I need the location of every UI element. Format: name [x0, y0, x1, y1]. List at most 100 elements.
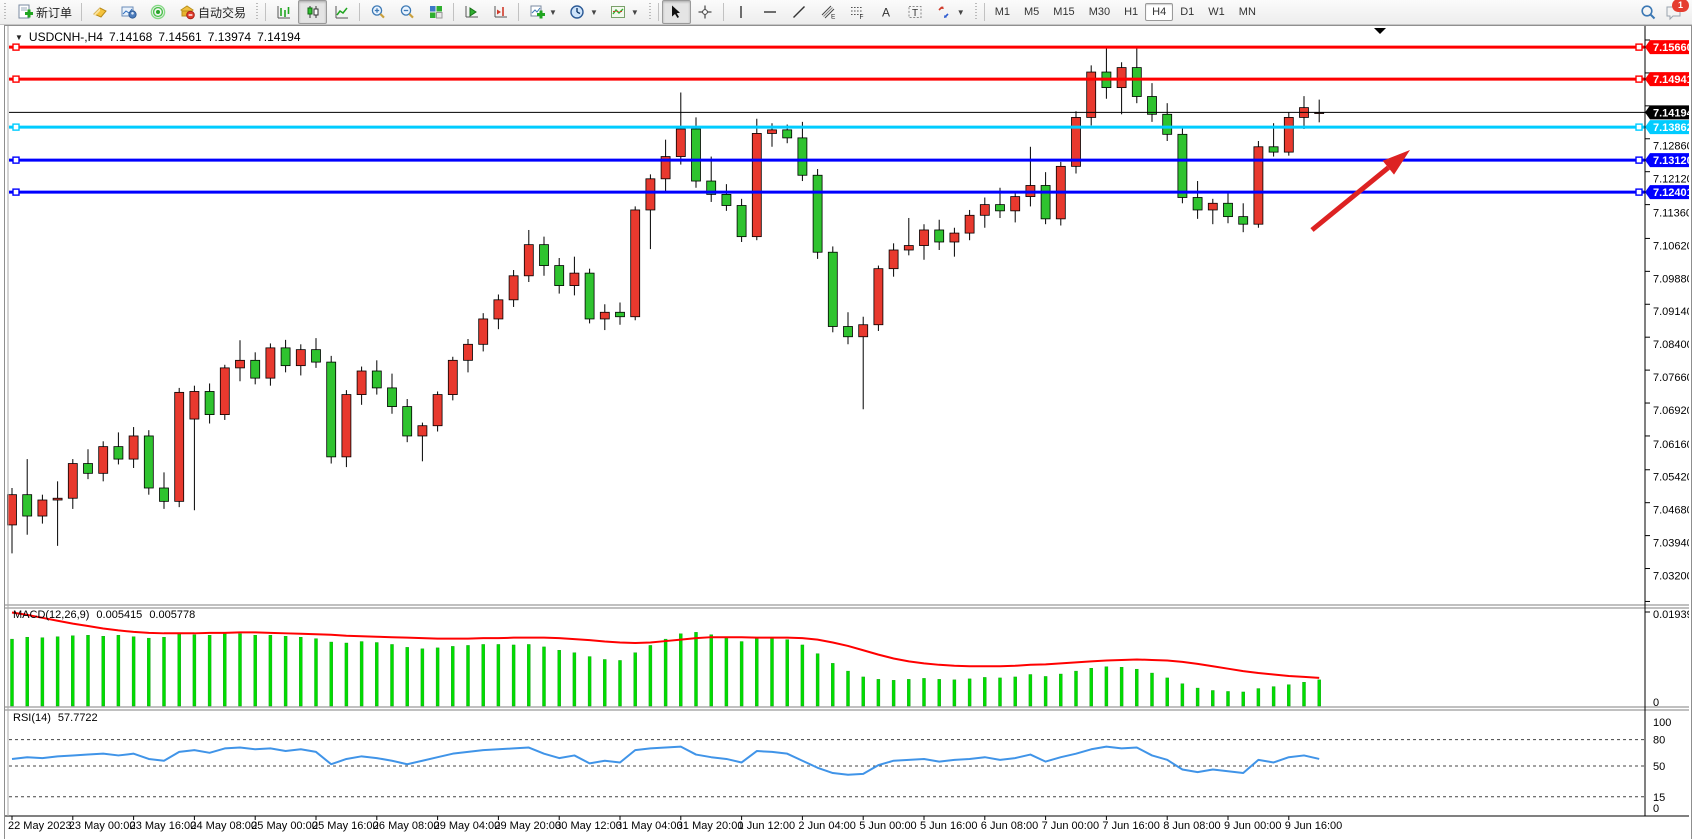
macd-histogram-bar	[1150, 672, 1154, 707]
line-handle[interactable]	[1635, 188, 1643, 196]
periods-button[interactable]: ▼	[563, 0, 604, 24]
candle-bullish	[219, 367, 230, 415]
timeframe-mn-button[interactable]: MN	[1238, 5, 1256, 18]
candle-bullish	[67, 463, 78, 499]
timeframe-h4-button[interactable]: H4	[1145, 2, 1174, 21]
signals-button[interactable]	[143, 0, 172, 24]
text-tool-button[interactable]: A	[872, 0, 901, 24]
candle-bullish	[478, 318, 489, 345]
scroll-anchor-icon[interactable]	[1374, 28, 1386, 34]
price-tick-label: 7.08400	[1653, 339, 1689, 351]
macd-histogram-bar	[785, 639, 789, 707]
price-chart-canvas[interactable]: 7.158207.150807.143407.136007.128607.121…	[5, 26, 1689, 837]
bar-chart-button[interactable]	[269, 0, 298, 24]
macd-histogram-bar	[223, 633, 227, 707]
timeframe-w1-button[interactable]: W1	[1208, 5, 1225, 18]
clock-icon	[569, 4, 586, 21]
svg-text:F: F	[860, 14, 864, 20]
chat-icon[interactable]: 1	[1665, 0, 1689, 21]
line-handle[interactable]	[12, 156, 20, 164]
macd-histogram-bar	[131, 636, 136, 707]
channel-tool-button[interactable]: E	[814, 0, 843, 24]
candlestick-chart-icon	[304, 4, 321, 21]
indicators-icon	[610, 4, 627, 21]
crosshair-tool-button[interactable]	[691, 0, 720, 24]
price-tick-label: 7.12120	[1653, 174, 1689, 186]
text-label-tool-button[interactable]: T	[901, 0, 930, 24]
macd-histogram-bar	[101, 636, 105, 707]
line-handle[interactable]	[1635, 156, 1643, 164]
indicators-button[interactable]: ▼	[604, 0, 645, 24]
collapse-arrow-icon[interactable]: ▼	[15, 32, 23, 42]
price-line-label	[1645, 40, 1689, 55]
quotes-button[interactable]	[85, 0, 114, 24]
trend-arrow-shaft[interactable]	[1310, 165, 1390, 232]
macd-histogram-bar	[405, 647, 409, 707]
trendline-tool-button[interactable]	[785, 0, 814, 24]
cursor-tool-button[interactable]	[661, 0, 691, 24]
zoom-in-button[interactable]	[363, 0, 392, 24]
candle-bullish	[7, 494, 17, 526]
toolbar-grip[interactable]	[646, 3, 653, 21]
timeframe-m30-button[interactable]: M30	[1088, 5, 1111, 18]
time-tick-label: 22 May 2023	[8, 820, 72, 832]
candle-bearish	[539, 244, 549, 266]
new-chart-button[interactable]: ▼	[522, 0, 563, 24]
candle-bullish	[645, 178, 656, 211]
timeframe-group: M1 M5 M15 M30 H1 H4 D1 W1 MN	[988, 2, 1263, 21]
horizontal-line-tool-button[interactable]	[756, 0, 785, 24]
macd-histogram-bar	[207, 635, 212, 707]
search-icon[interactable]	[1640, 4, 1657, 21]
timeframe-m5-button[interactable]: M5	[1024, 5, 1040, 18]
line-handle[interactable]	[12, 43, 20, 51]
macd-histogram-bar	[770, 637, 774, 707]
auto-trading-button[interactable]: 自动交易	[172, 0, 252, 24]
auto-scroll-button[interactable]	[457, 0, 486, 24]
ohlc-high: 7.14561	[158, 30, 202, 44]
zoom-out-button[interactable]	[392, 0, 421, 24]
line-handle[interactable]	[1635, 123, 1643, 131]
line-handle[interactable]	[12, 123, 20, 131]
candle-bearish	[934, 229, 945, 243]
toolbar-grip[interactable]	[972, 3, 979, 21]
candle-bullish	[1086, 71, 1097, 118]
timeframe-m15-button[interactable]: M15	[1053, 5, 1075, 18]
line-handle[interactable]	[12, 188, 20, 196]
macd-histogram-bar	[55, 636, 60, 707]
line-handle[interactable]	[12, 75, 20, 83]
tile-windows-button[interactable]	[421, 0, 450, 24]
time-tick-label: 31 May 04:00	[616, 820, 683, 832]
macd-histogram-bar	[40, 637, 45, 707]
fibonacci-tool-button[interactable]: F	[843, 0, 872, 24]
toolbar-grip[interactable]	[2, 3, 8, 21]
line-handle[interactable]	[1635, 75, 1643, 83]
cursor-icon	[668, 4, 685, 21]
macd-histogram-bar	[922, 678, 926, 707]
line-handle[interactable]	[1635, 43, 1643, 51]
chart-title: ▼ USDCNH-,H4 7.14168 7.14561 7.13974 7.1…	[15, 30, 301, 44]
candle-bullish	[630, 209, 641, 318]
macd-histogram-bar	[481, 644, 485, 707]
tester-button[interactable]	[114, 0, 143, 24]
candle-bullish	[128, 435, 139, 460]
candlestick-chart-button[interactable]	[298, 0, 328, 24]
candle-bullish	[858, 324, 869, 338]
vertical-line-tool-button[interactable]	[727, 0, 756, 24]
trend-arrow-head[interactable]	[1382, 150, 1410, 175]
toolbar-grip[interactable]	[254, 3, 261, 21]
timeframe-d1-button[interactable]: D1	[1180, 5, 1195, 18]
candle-bearish	[280, 347, 291, 367]
candle-bullish	[265, 347, 276, 379]
line-chart-button[interactable]	[327, 0, 356, 24]
timeframe-m1-button[interactable]: M1	[994, 5, 1010, 18]
timeframe-h1-button[interactable]: H1	[1124, 5, 1139, 18]
arrows-tool-button[interactable]: ▼	[930, 0, 971, 24]
macd-histogram-bar	[1226, 691, 1230, 707]
chart-shift-button[interactable]	[486, 0, 515, 24]
macd-histogram-bar	[344, 642, 349, 707]
new-order-button[interactable]: 新订单	[10, 0, 78, 24]
candle-bullish	[98, 446, 109, 474]
bar-chart-icon	[275, 4, 292, 21]
macd-histogram-bar	[633, 652, 637, 707]
candle-bearish	[143, 435, 154, 489]
